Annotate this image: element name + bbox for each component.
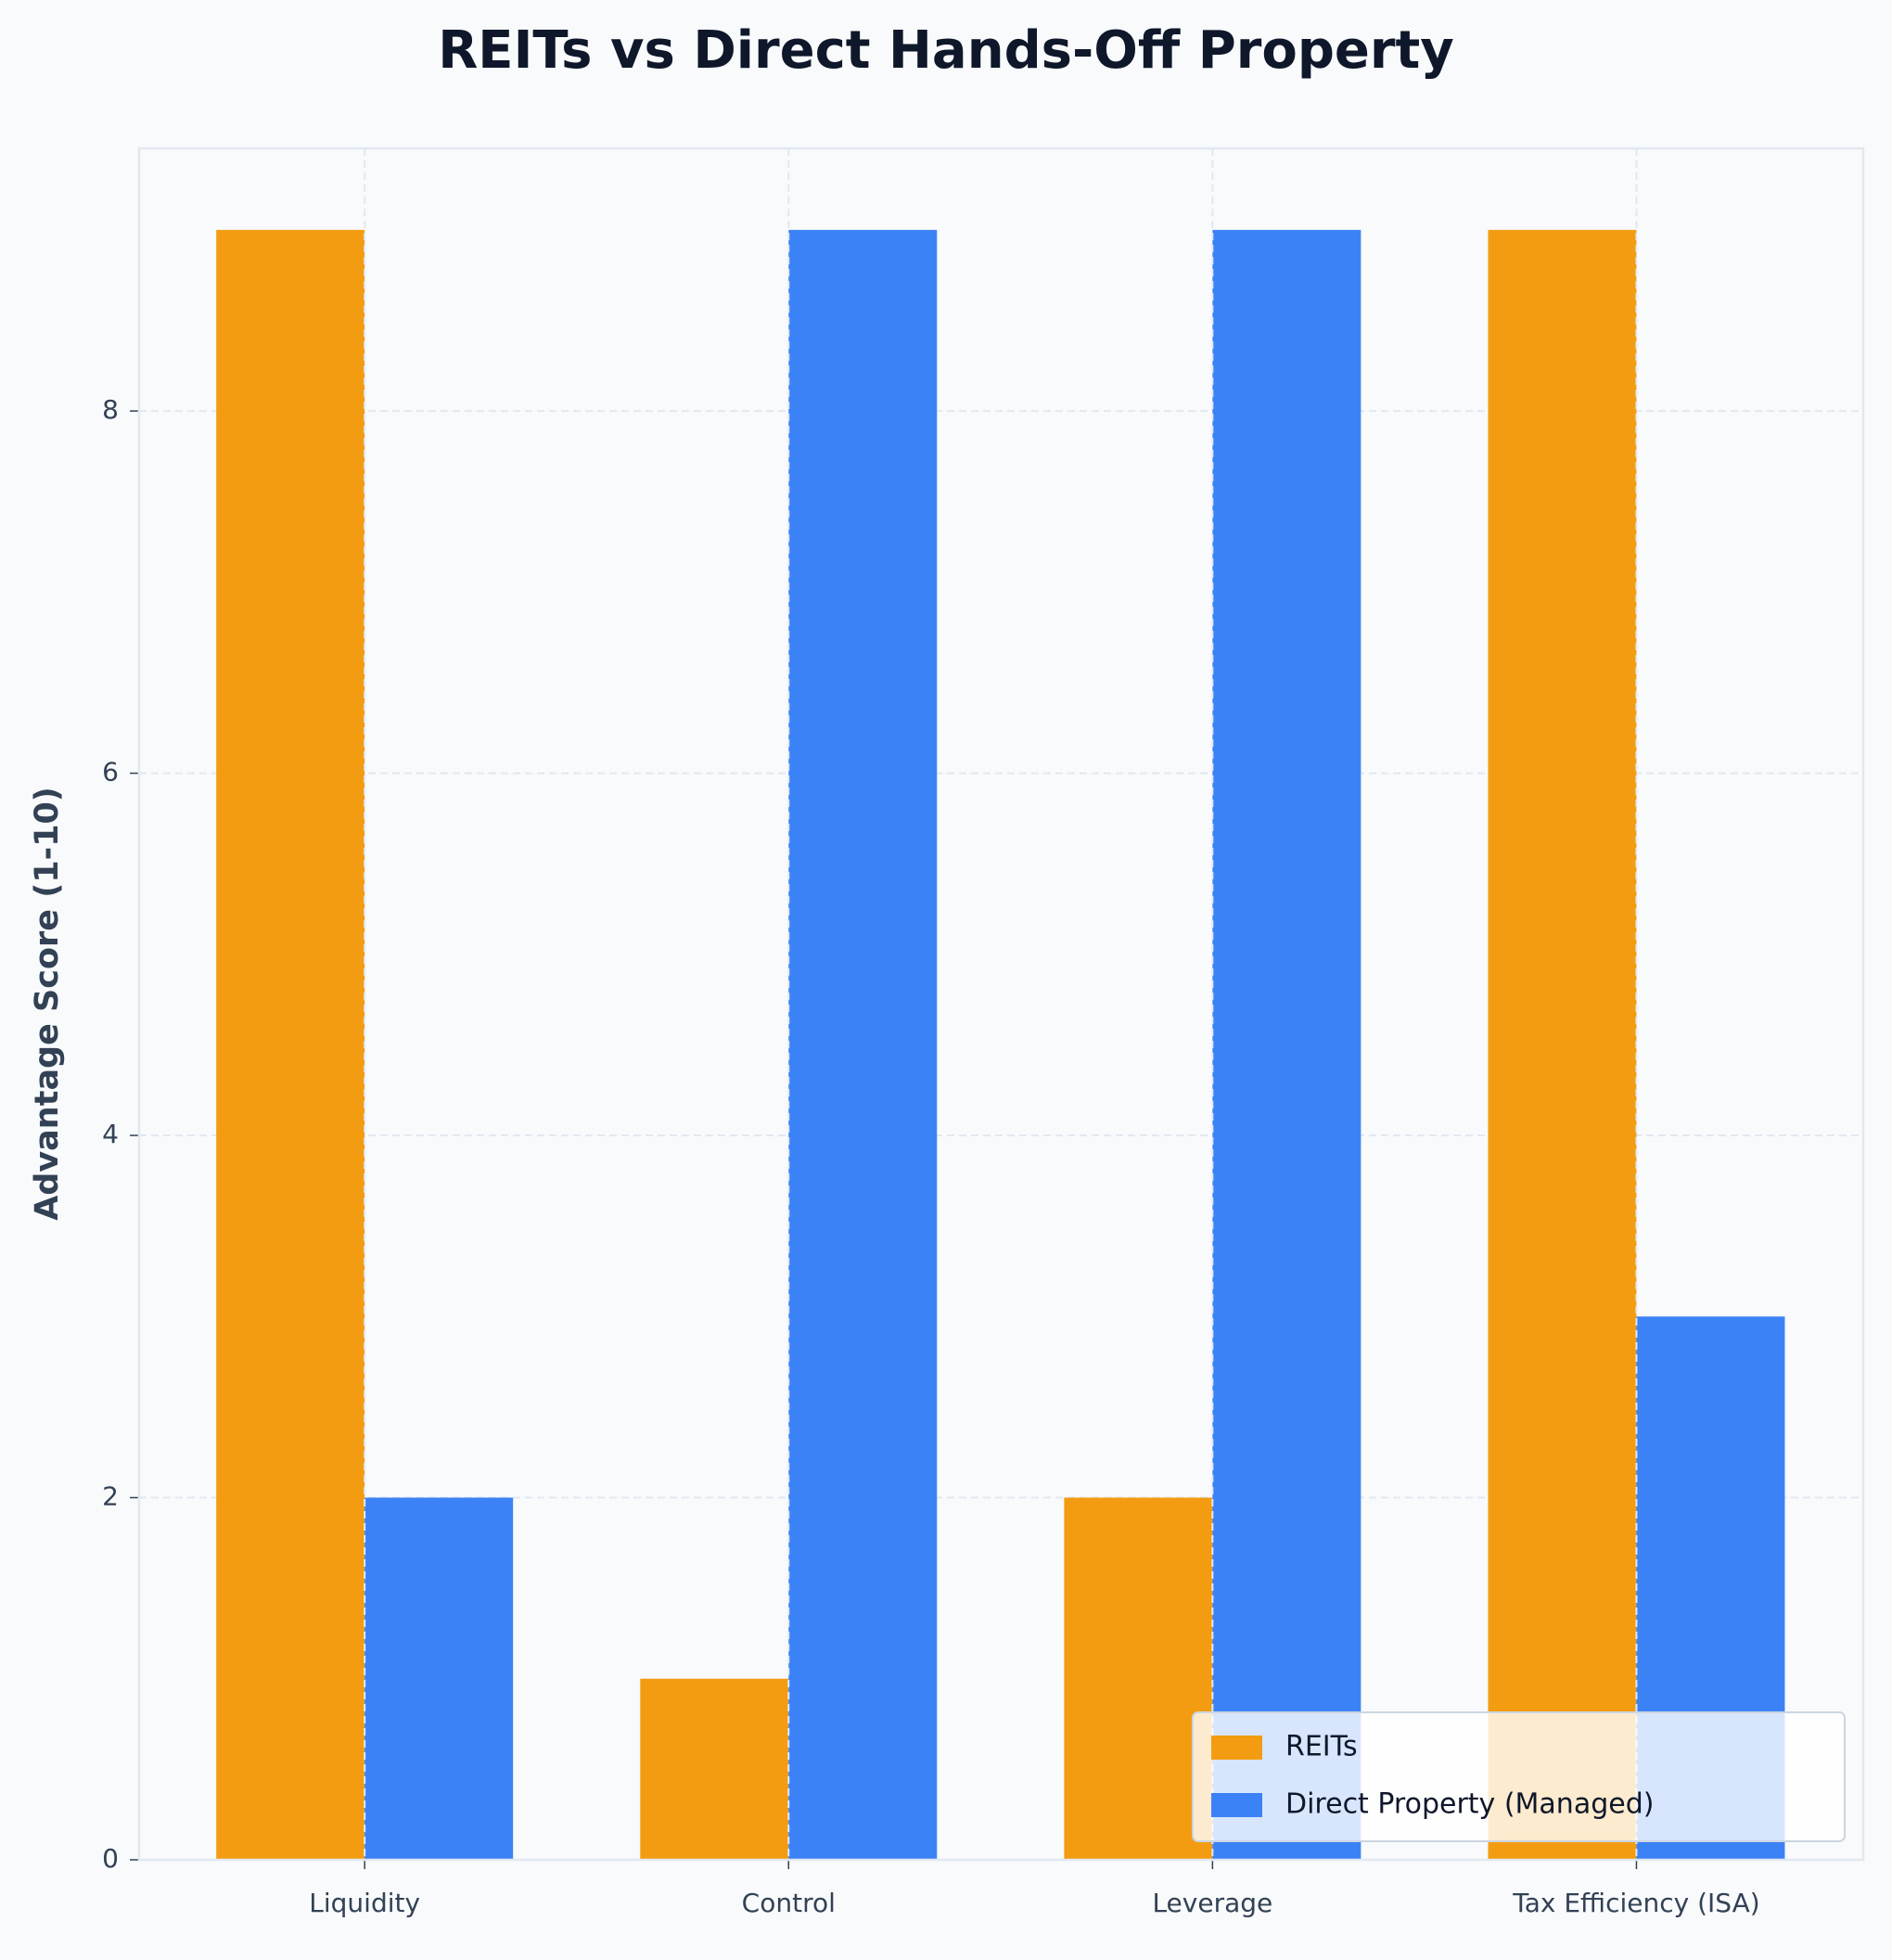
y-tick-label: 4 xyxy=(102,1119,119,1149)
legend: REITs Direct Property (Managed) xyxy=(1192,1711,1846,1842)
chart-title: REITs vs Direct Hands-Off Property xyxy=(438,20,1454,81)
x-tick-label: Tax Efficiency (ISA) xyxy=(1512,1888,1759,1918)
plot-frame xyxy=(137,147,1865,1862)
bars xyxy=(216,229,1785,1860)
legend-label: Direct Property (Managed) xyxy=(1285,1788,1654,1821)
bar xyxy=(364,1497,514,1860)
y-axis-label: Advantage Score (1-10) xyxy=(29,787,66,1221)
bar xyxy=(1064,1497,1213,1860)
x-tick-label: Leverage xyxy=(1152,1888,1272,1918)
x-tick-label: Liquidity xyxy=(309,1888,420,1918)
y-tick-label: 6 xyxy=(102,757,119,788)
y-tick-label: 8 xyxy=(102,394,119,425)
bar xyxy=(1212,229,1361,1860)
y-tick-label: 2 xyxy=(102,1481,119,1512)
y-tick-label: 0 xyxy=(102,1843,119,1874)
bar xyxy=(788,229,938,1860)
legend-swatch xyxy=(1211,1793,1262,1817)
legend-label: REITs xyxy=(1285,1731,1358,1763)
legend-swatch xyxy=(1211,1736,1262,1760)
bar xyxy=(216,229,365,1860)
x-tick-label: Control xyxy=(742,1888,836,1918)
legend-box xyxy=(1192,1711,1846,1842)
bar xyxy=(640,1678,789,1860)
bar xyxy=(1488,229,1637,1860)
